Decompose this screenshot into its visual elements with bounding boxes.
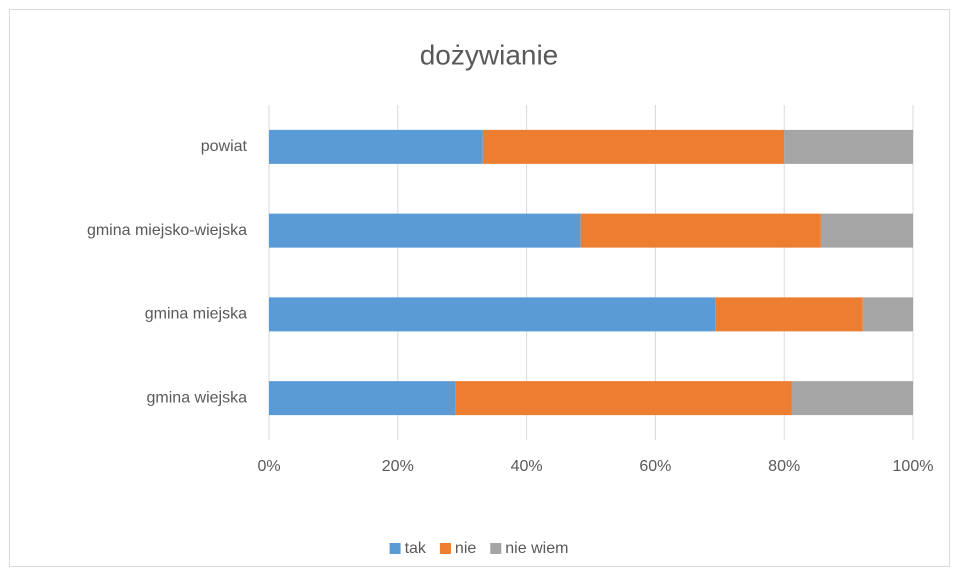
legend-label: nie wiem bbox=[505, 540, 568, 557]
legend-label: nie bbox=[455, 540, 476, 557]
bar-segment bbox=[715, 297, 863, 332]
y-tick-label: gmina miejsko-wiejska bbox=[87, 222, 247, 239]
x-tick-label: 40% bbox=[511, 458, 543, 475]
x-tick-label: 20% bbox=[382, 458, 414, 475]
x-tick-label: 100% bbox=[893, 458, 934, 475]
y-tick-label: powiat bbox=[201, 138, 248, 155]
x-tick-label: 0% bbox=[257, 458, 280, 475]
y-tick-label: gmina miejska bbox=[145, 306, 247, 323]
bar-segment bbox=[862, 297, 913, 332]
bar-segment bbox=[455, 381, 792, 416]
bar-segment bbox=[580, 213, 821, 248]
y-tick-label: gmina wiejska bbox=[147, 389, 248, 406]
legend-label: tak bbox=[405, 540, 427, 557]
x-tick-label: 60% bbox=[639, 458, 671, 475]
bar-segment bbox=[269, 213, 581, 248]
bar-segment bbox=[820, 213, 913, 248]
legend-swatch bbox=[490, 543, 502, 554]
x-tick-label: 80% bbox=[768, 458, 800, 475]
bar-segment bbox=[791, 381, 913, 416]
bar-segment bbox=[482, 129, 785, 164]
chart-title: dożywianie bbox=[420, 39, 559, 70]
chart-border bbox=[9, 9, 950, 567]
bar-segment bbox=[269, 129, 483, 164]
legend-swatch bbox=[389, 543, 401, 554]
bar-segment bbox=[269, 381, 456, 416]
bar-segment bbox=[784, 129, 913, 164]
bar-segment bbox=[269, 297, 716, 332]
legend-swatch bbox=[439, 543, 451, 554]
